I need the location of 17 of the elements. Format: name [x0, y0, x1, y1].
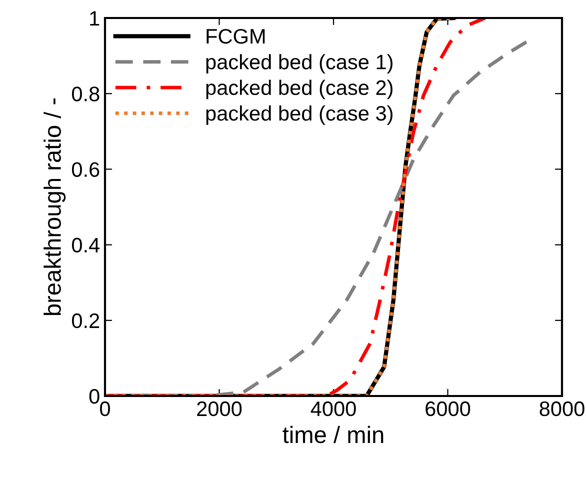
y-tick-label: 0.4 [72, 238, 100, 253]
legend-label: FCGM [206, 28, 265, 44]
x-tick-label: 2000 [197, 401, 242, 416]
y-tick-label: 0.2 [72, 313, 100, 328]
legend-label: packed bed (case 2) [206, 80, 392, 100]
y-axis-title: breakthrough ratio / - [44, 98, 66, 316]
y-tick-label: 1 [90, 11, 100, 26]
x-tick-label: 0 [100, 401, 110, 416]
legend-label: packed bed (case 3) [206, 105, 392, 125]
x-tick-label: 4000 [310, 401, 356, 416]
y-tick-label: 0.8 [72, 86, 100, 102]
x-axis-title: time / min [282, 426, 384, 444]
x-tick-label: 6000 [426, 401, 470, 416]
y-tick-label: 0 [89, 389, 100, 404]
x-tick-label: 8000 [540, 401, 584, 416]
y-tick-label: 0.6 [72, 162, 100, 177]
legend-label: packed bed (case 1) [206, 54, 392, 74]
